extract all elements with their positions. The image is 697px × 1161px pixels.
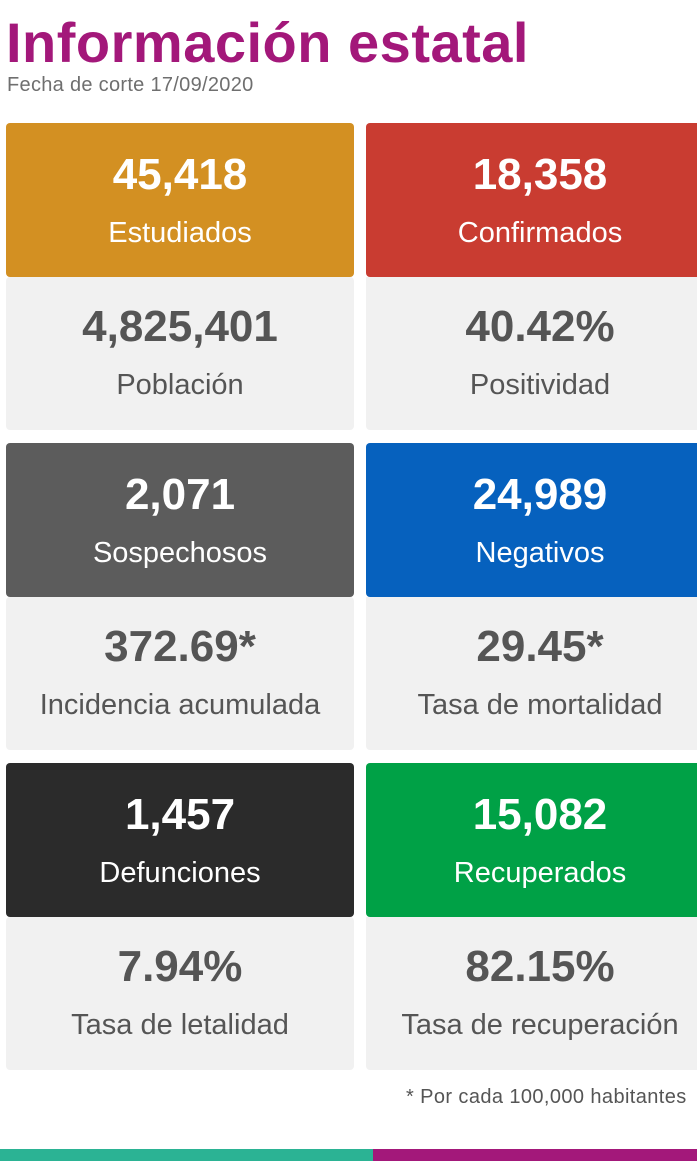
mortalidad-value: 29.45* (476, 622, 604, 671)
letalidad-label: Tasa de letalidad (71, 1009, 289, 1041)
card-mortalidad: 29.45* Tasa de mortalidad (366, 597, 697, 750)
cutoff-date: Fecha de corte 17/09/2020 (7, 74, 254, 96)
card-defunciones: 1,457 Defunciones (6, 763, 354, 917)
letalidad-value: 7.94% (117, 942, 243, 991)
positividad-value: 40.42% (465, 302, 615, 351)
incidencia-value: 372.69* (104, 622, 256, 671)
recuperados-value: 15,082 (472, 790, 608, 839)
confirmados-value: 18,358 (472, 150, 608, 199)
poblacion-label: Población (116, 369, 244, 401)
positividad-label: Positividad (469, 369, 611, 401)
card-positividad: 40.42% Positividad (366, 277, 697, 430)
bottom-bar-left (0, 1149, 373, 1161)
negativos-label: Negativos (475, 537, 605, 569)
card-poblacion: 4,825,401 Población (6, 277, 354, 430)
card-sospechosos: 2,071 Sospechosos (6, 443, 354, 597)
bottom-bar-right (373, 1149, 697, 1161)
card-letalidad: 7.94% Tasa de letalidad (6, 917, 354, 1070)
recuperacion-label: Tasa de recuperación (401, 1009, 679, 1041)
estudiados-value: 45,418 (112, 150, 248, 199)
card-estudiados: 45,418 Estudiados (6, 123, 354, 277)
confirmados-label: Confirmados (457, 217, 623, 249)
sospechosos-value: 2,071 (124, 470, 236, 519)
defunciones-value: 1,457 (124, 790, 236, 839)
incidencia-label: Incidencia acumulada (39, 689, 321, 721)
estudiados-label: Estudiados (108, 217, 252, 249)
negativos-value: 24,989 (472, 470, 608, 519)
card-negativos: 24,989 Negativos (366, 443, 697, 597)
mortalidad-label: Tasa de mortalidad (417, 689, 663, 721)
card-recuperacion: 82.15% Tasa de recuperación (366, 917, 697, 1070)
footnote: * Por cada 100,000 habitantes (406, 1086, 687, 1108)
sospechosos-label: Sospechosos (92, 537, 268, 569)
page-title: Información estatal (6, 11, 529, 74)
card-incidencia: 372.69* Incidencia acumulada (6, 597, 354, 750)
card-recuperados: 15,082 Recuperados (366, 763, 697, 917)
defunciones-label: Defunciones (99, 857, 261, 889)
poblacion-value: 4,825,401 (82, 302, 278, 351)
recuperacion-value: 82.15% (465, 942, 615, 991)
card-confirmados: 18,358 Confirmados (366, 123, 697, 277)
recuperados-label: Recuperados (453, 857, 627, 889)
